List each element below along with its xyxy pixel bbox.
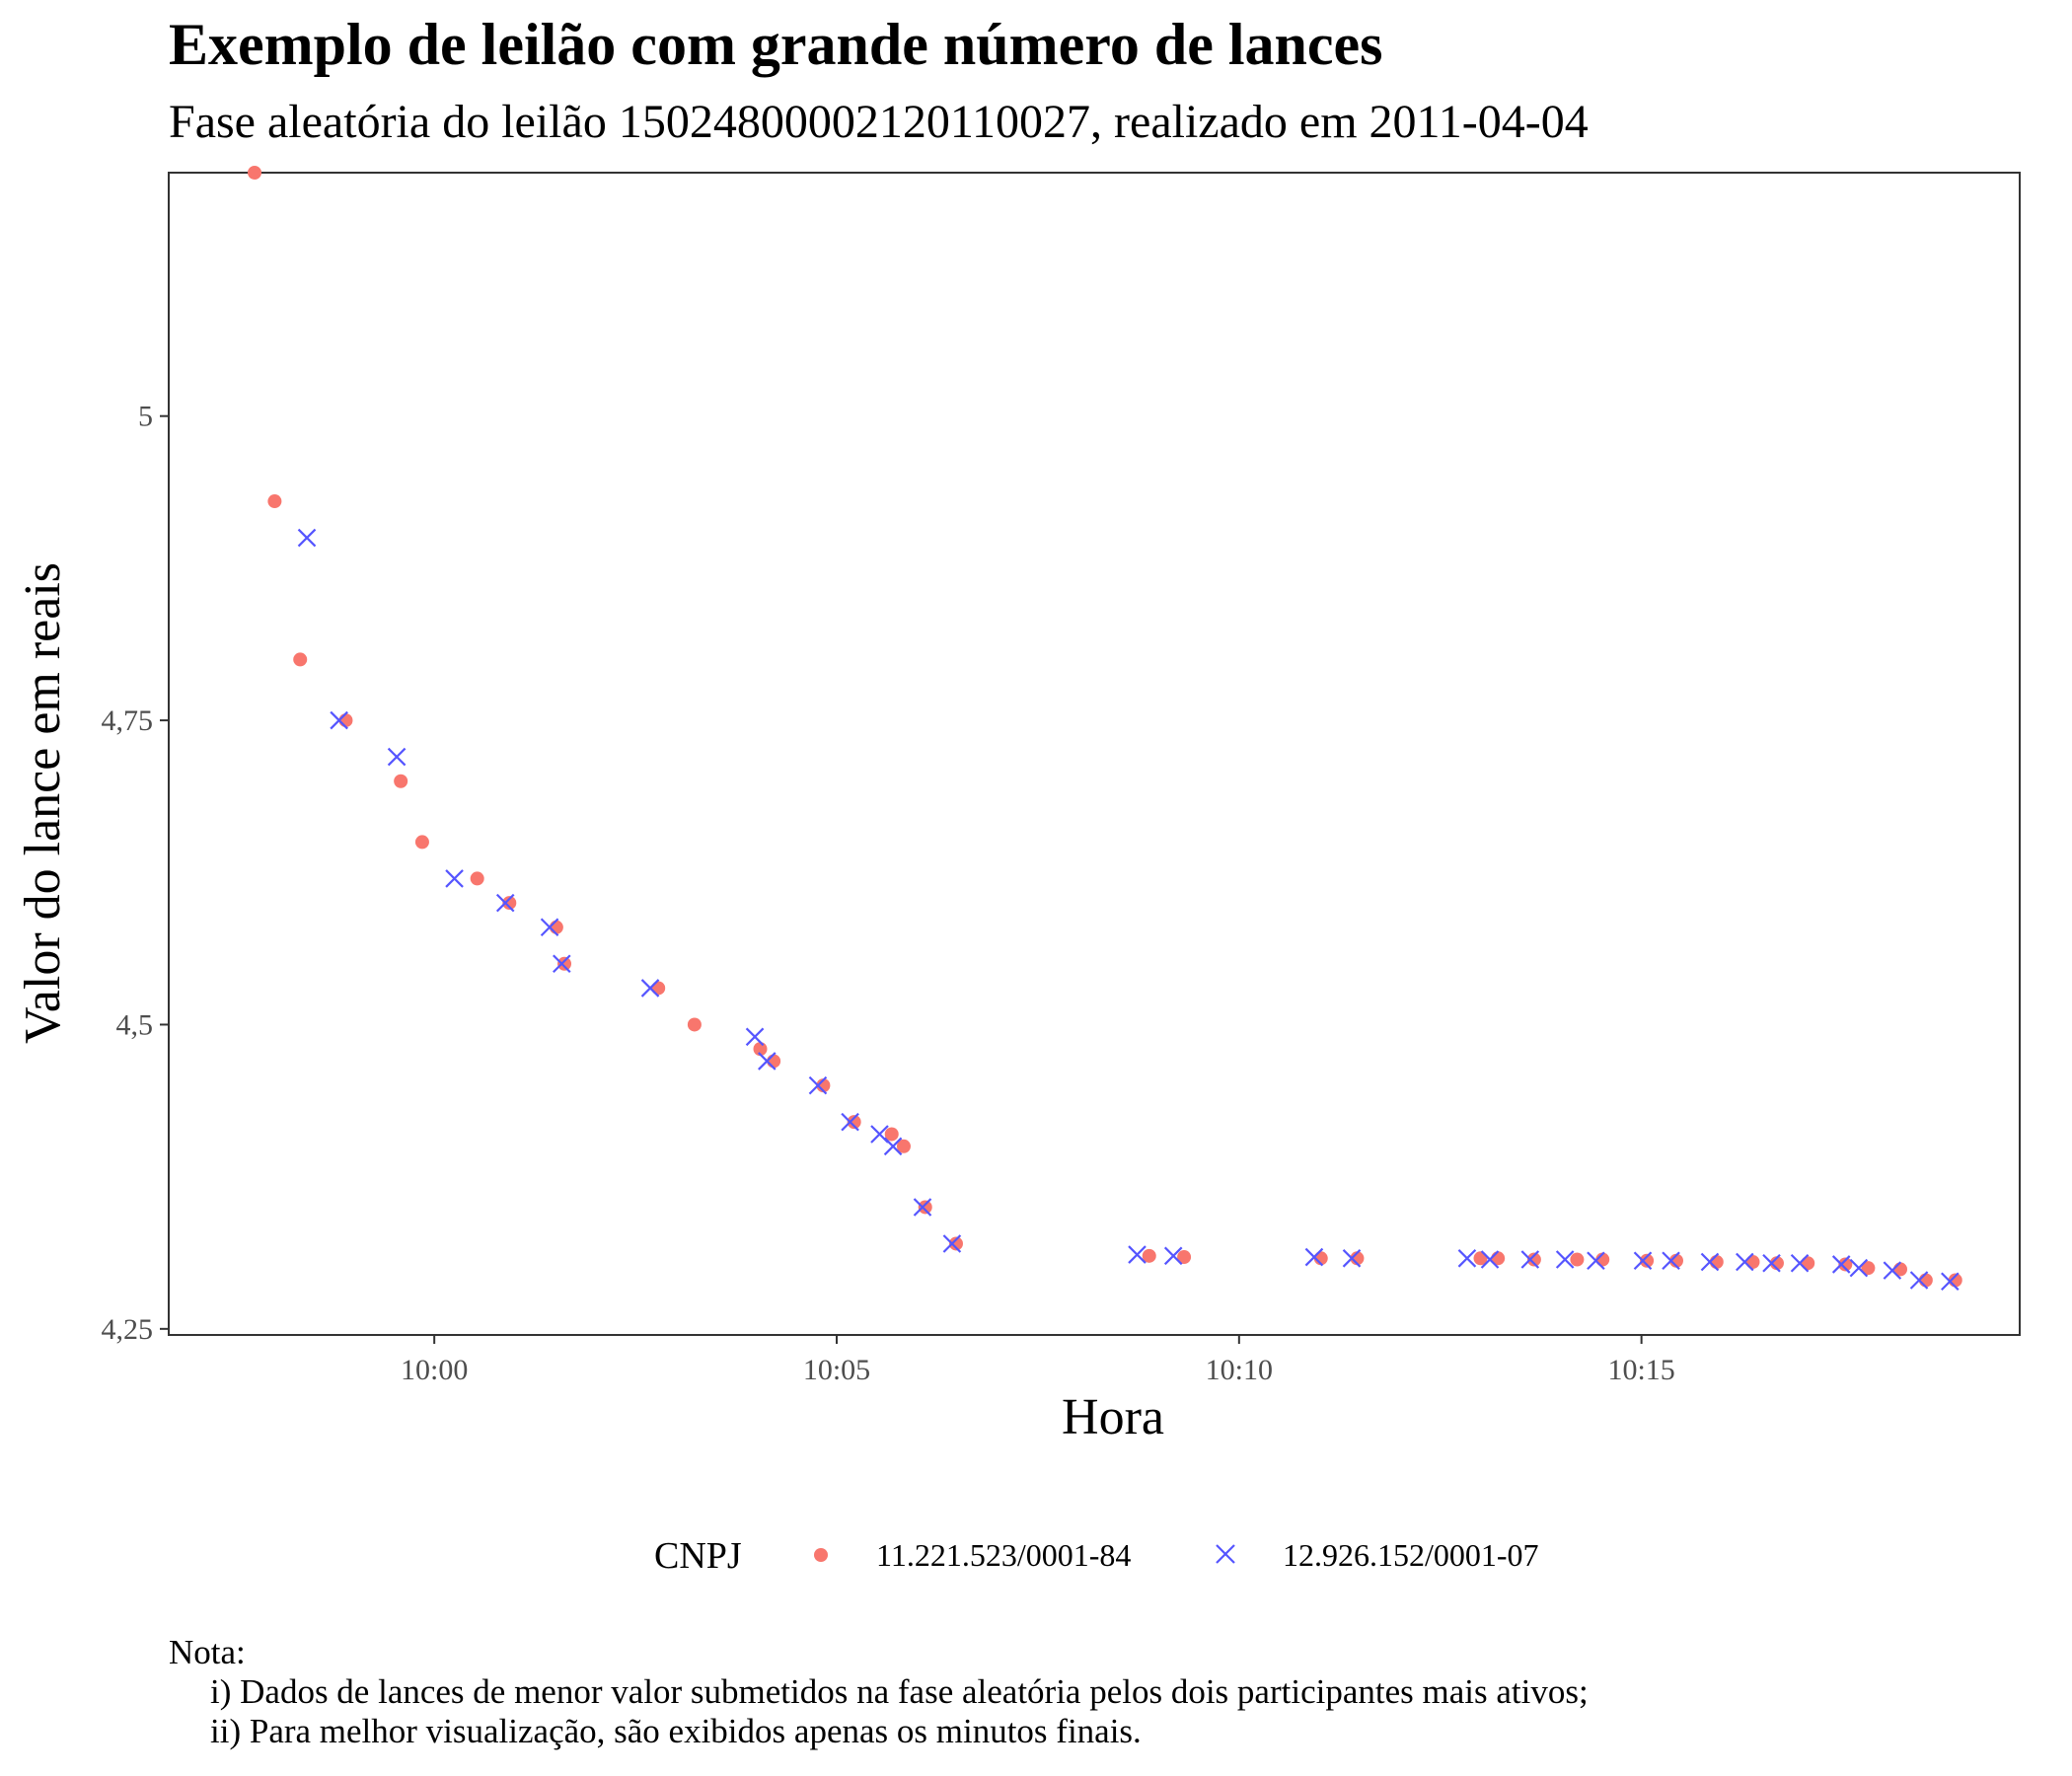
data-point-series-1 [1769, 1256, 1784, 1271]
data-point-series-2 [1831, 1255, 1851, 1274]
data-point-series-2 [841, 1112, 859, 1132]
data-point-series-1 [687, 1017, 702, 1032]
data-point-series-2 [808, 1075, 828, 1095]
x-axis-title: Hora [1062, 1389, 1164, 1445]
data-point-series-2 [1762, 1253, 1781, 1273]
y-tick-label: 4,25 [102, 1313, 154, 1346]
y-tick-label: 4,75 [102, 704, 154, 737]
legend-label-series-2: 12.926.152/0001-07 [1283, 1537, 1539, 1573]
data-point-series-1 [1526, 1252, 1541, 1267]
x-tick-label: 10:00 [401, 1354, 468, 1386]
data-point-series-2 [1849, 1258, 1869, 1278]
data-point-series-1 [948, 1236, 963, 1251]
data-point-series-2 [495, 893, 515, 913]
chart-subtitle: Fase aleatória do leilão 150248000021201… [169, 96, 1589, 148]
note-heading: Nota: [169, 1633, 246, 1671]
data-point-series-2 [1457, 1249, 1477, 1268]
data-point-series-1 [248, 166, 262, 180]
data-point-series-2 [1163, 1246, 1183, 1266]
chart-title: Exemplo de leilão com grande número de l… [169, 12, 1382, 77]
x-tick-label: 10:15 [1607, 1354, 1674, 1386]
data-point-series-1 [1668, 1253, 1683, 1268]
data-point-series-1 [1709, 1254, 1724, 1269]
data-point-series-1 [816, 1078, 831, 1093]
data-point-series-2 [1662, 1251, 1680, 1271]
data-point-series-2 [297, 528, 317, 548]
note-line-1: i) Dados de lances de menor valor submet… [210, 1672, 1589, 1711]
legend: CNPJ 11.221.523/0001-84 12.926.152/0001-… [654, 1535, 1539, 1577]
y-tick-label: 4,5 [116, 1008, 154, 1041]
data-point-series-2 [942, 1234, 962, 1253]
legend-key-circle [814, 1548, 828, 1562]
data-point-series-1 [394, 774, 408, 788]
data-point-series-1 [414, 835, 429, 850]
data-point-series-1 [1861, 1261, 1876, 1276]
data-point-series-2 [1304, 1247, 1324, 1267]
data-point-series-2 [745, 1027, 765, 1047]
data-point-series-1 [1570, 1252, 1585, 1267]
data-point-series-1 [1801, 1256, 1815, 1271]
note-line-2: ii) Para melhor visualização, são exibid… [210, 1712, 1142, 1750]
x-tick-label: 10:05 [803, 1354, 870, 1386]
data-point-series-2 [1520, 1250, 1540, 1269]
data-point-series-2 [1909, 1271, 1929, 1290]
data-point-series-1 [1350, 1251, 1365, 1266]
data-point-series-2 [553, 954, 571, 974]
data-point-series-1 [1640, 1253, 1655, 1268]
data-point-series-2 [330, 710, 348, 730]
data-point-series-2 [1342, 1249, 1362, 1268]
data-point-series-1 [753, 1042, 768, 1057]
data-point-series-2 [1790, 1253, 1810, 1273]
data-point-series-1 [767, 1054, 781, 1069]
data-point-series-2 [1128, 1245, 1147, 1264]
data-point-series-2 [640, 979, 660, 998]
data-point-series-2 [1941, 1272, 1960, 1292]
data-point-series-2 [913, 1198, 932, 1217]
data-point-series-1 [1745, 1254, 1760, 1269]
data-point-series-1 [1918, 1273, 1933, 1288]
plot-panel [168, 172, 2021, 1336]
data-point-series-2 [1555, 1250, 1575, 1269]
y-axis: 4,25 4,5 4,75 5 [102, 401, 169, 1346]
data-point-series-2 [1883, 1261, 1902, 1280]
data-point-series-2 [540, 918, 559, 937]
data-point-series-2 [387, 747, 407, 767]
data-point-series-2 [1587, 1251, 1605, 1271]
data-point-series-1 [338, 713, 353, 728]
data-point-series-1 [1177, 1250, 1192, 1265]
data-point-series-1 [267, 494, 282, 509]
data-point-series-1 [549, 920, 563, 934]
data-point-series-2 [1700, 1252, 1720, 1272]
data-point-series-1 [557, 956, 572, 971]
x-tick-label: 10:10 [1206, 1354, 1273, 1386]
data-point-series-2 [758, 1052, 777, 1071]
legend-title: CNPJ [654, 1535, 742, 1577]
data-point-series-1 [651, 981, 666, 996]
data-point-series-2 [1480, 1250, 1500, 1269]
data-point-series-1 [502, 896, 517, 911]
data-point-series-1 [918, 1200, 932, 1215]
chart-note: Nota: i) Dados de lances de menor valor … [169, 1633, 1589, 1750]
x-axis: 10:00 10:05 10:10 10:15 [401, 1335, 1675, 1386]
data-point-series-1 [847, 1115, 861, 1130]
legend-key-x-icon [1216, 1544, 1235, 1564]
legend-label-series-1: 11.221.523/0001-84 [876, 1537, 1131, 1573]
scatter-points [248, 166, 1962, 1292]
y-tick-label: 5 [138, 401, 153, 433]
data-point-series-1 [896, 1139, 911, 1153]
data-point-series-1 [470, 871, 484, 886]
y-axis-title: Valor do lance em reais [15, 562, 71, 1044]
data-point-series-1 [884, 1127, 899, 1142]
data-point-series-1 [1142, 1248, 1156, 1263]
data-point-series-1 [293, 652, 308, 667]
data-point-series-1 [1838, 1257, 1853, 1272]
data-point-series-2 [1633, 1251, 1653, 1271]
data-point-series-2 [445, 869, 464, 888]
data-point-series-2 [1736, 1252, 1754, 1272]
data-point-series-2 [883, 1137, 903, 1156]
